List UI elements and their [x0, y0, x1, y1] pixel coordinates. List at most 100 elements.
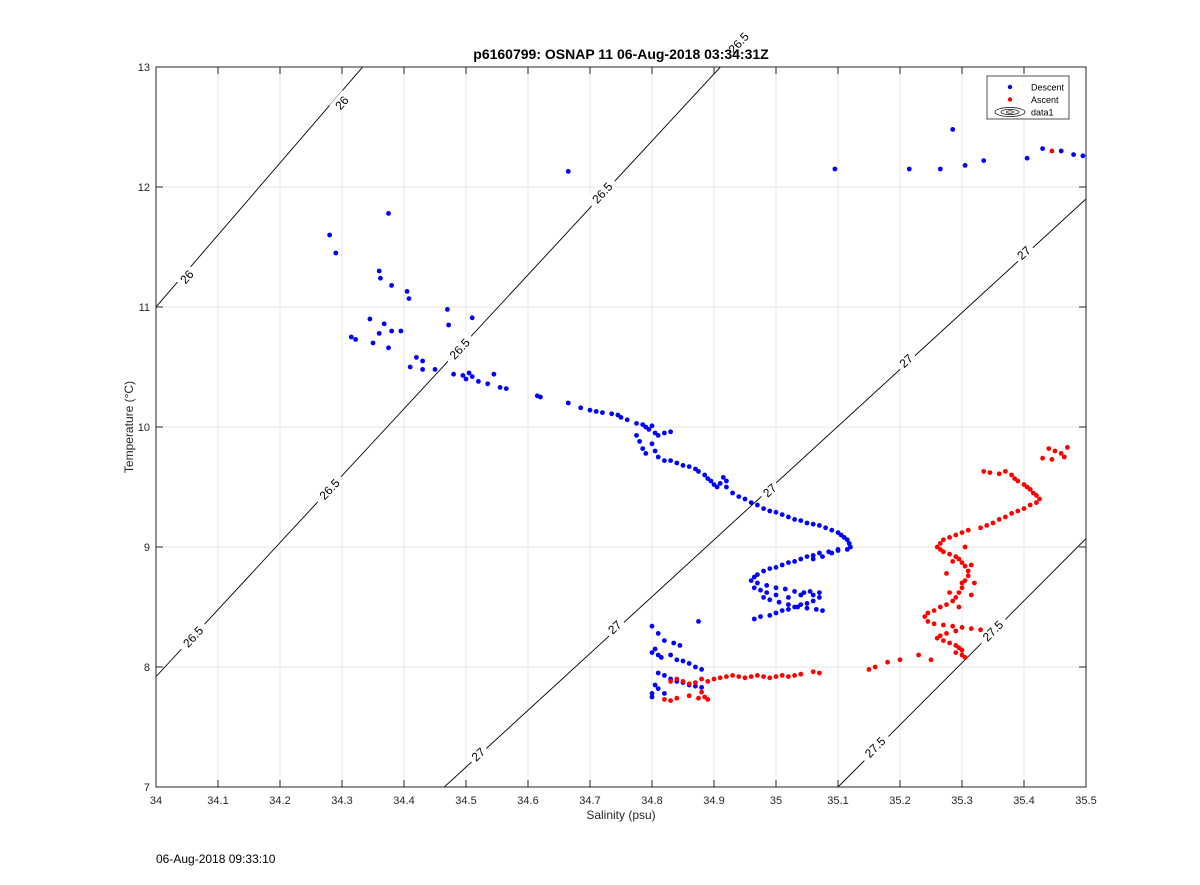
descent-point: [950, 126, 956, 132]
contour-label: 26: [329, 90, 354, 115]
descent-point: [767, 566, 773, 571]
contour-label-bg: [584, 175, 619, 210]
ascent-point: [937, 541, 943, 546]
y-tick-label: 8: [144, 662, 150, 674]
descent-point: [786, 514, 791, 520]
ascent-point: [996, 517, 1002, 522]
descent-point: [469, 374, 475, 379]
ascent-point: [1015, 508, 1021, 514]
contour-label-bg: [175, 619, 210, 654]
descent-point: [795, 604, 801, 610]
ascent-point: [1027, 502, 1033, 508]
ascent-point: [941, 638, 946, 643]
ascent-point: [1034, 493, 1039, 498]
ascent-point: [662, 697, 667, 702]
ascent-point: [922, 614, 928, 619]
ascent-point: [872, 664, 878, 670]
descent-point: [962, 163, 968, 168]
descent-point: [699, 685, 704, 690]
descent-point: [538, 394, 543, 400]
y-tick-label: 9: [144, 542, 150, 554]
descent-point: [637, 439, 642, 444]
ascent-point: [962, 544, 968, 550]
descent-point: [846, 541, 852, 546]
descent-point: [652, 448, 658, 454]
y-tick-label: 10: [138, 422, 150, 434]
ascent-point: [1009, 511, 1014, 516]
legend-marker-contour-outer: [994, 107, 1026, 117]
descent-point: [686, 661, 692, 666]
descent-point: [1058, 148, 1064, 154]
descent-point: [491, 371, 497, 377]
descent-point: [503, 386, 509, 391]
descent-point: [565, 400, 571, 406]
descent-point: [646, 427, 652, 432]
x-tick-label: 34.7: [579, 795, 600, 807]
ascent-point: [736, 674, 742, 679]
ascent-point: [956, 556, 962, 562]
ascent-point: [668, 679, 673, 684]
ascent-point: [798, 671, 804, 677]
descent-point: [655, 433, 661, 438]
legend-label-data1: data1: [1031, 108, 1054, 118]
descent-point: [724, 484, 729, 490]
descent-point: [981, 158, 987, 164]
descent-point: [748, 500, 754, 505]
descent-point: [649, 691, 655, 696]
descent-point: [404, 289, 410, 294]
descent-point: [810, 598, 816, 604]
ascent-point: [1015, 478, 1021, 484]
descent-point: [668, 652, 673, 658]
ascent-point: [944, 602, 949, 607]
descent-point: [764, 590, 770, 595]
ascent-point: [1061, 454, 1067, 460]
ascent-point: [773, 674, 779, 679]
descent-point: [618, 415, 624, 420]
descent-point: [717, 481, 723, 486]
descent-point: [696, 619, 701, 624]
descent-point: [662, 638, 667, 643]
descent-point: [451, 371, 456, 377]
ascent-point: [953, 650, 959, 655]
y-tick-label: 13: [138, 62, 150, 74]
ascent-point: [941, 549, 946, 555]
contour-label-bg: [975, 613, 1010, 648]
descent-point: [407, 364, 413, 370]
ascent-point: [953, 532, 959, 538]
ascent-point: [711, 676, 717, 682]
ascent-point: [959, 530, 965, 535]
ascent-point: [810, 669, 816, 675]
descent-point: [817, 595, 822, 600]
descent-point: [476, 379, 481, 384]
ascent-point: [953, 595, 959, 600]
descent-point: [817, 590, 822, 595]
descent-point: [466, 370, 472, 376]
x-tick-label: 34.9: [703, 795, 724, 807]
ascent-point: [959, 560, 965, 565]
ascent-point: [931, 608, 937, 613]
contour-label: 27: [465, 741, 490, 766]
descent-point: [420, 367, 425, 372]
ascent-point: [996, 471, 1002, 477]
descent-point: [367, 316, 373, 322]
legend-marker-ascent: [1007, 97, 1013, 102]
descent-point: [624, 417, 630, 423]
descent-point: [835, 547, 841, 552]
descent-point: [658, 655, 664, 660]
descent-point: [649, 650, 655, 655]
descent-point: [674, 657, 680, 663]
descent-point: [751, 585, 757, 591]
contour-label: 27: [757, 477, 782, 502]
descent-point: [786, 560, 791, 565]
descent-point: [643, 451, 649, 456]
descent-point: [353, 337, 359, 342]
descent-point: [798, 592, 804, 598]
ascent-point: [761, 674, 766, 679]
ascent-point: [817, 670, 822, 676]
ascent-point: [792, 673, 797, 678]
ascent-point: [748, 674, 754, 679]
x-tick-label: 35.1: [827, 795, 848, 807]
ascent-point: [866, 667, 872, 672]
descent-point: [702, 472, 708, 478]
descent-point: [649, 423, 655, 429]
